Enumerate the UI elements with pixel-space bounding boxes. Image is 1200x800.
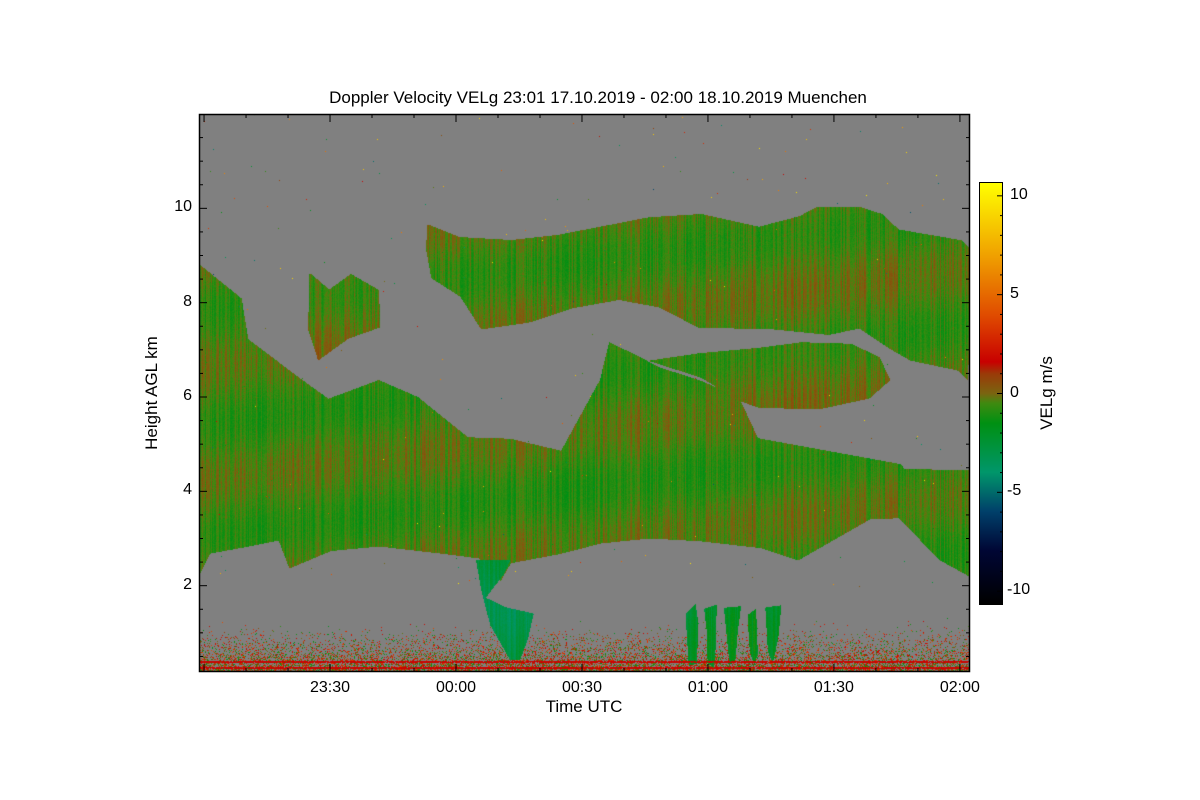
- colorbar-tick-label: 0: [1010, 383, 1019, 401]
- colorbar-tick-label: 10: [1010, 185, 1028, 203]
- x-tick-label: 01:30: [813, 679, 854, 696]
- y-tick-label: 2: [183, 575, 192, 593]
- colorbar-label: VELg m/s: [1037, 356, 1056, 430]
- plot-frame: [198, 113, 971, 673]
- x-tick-label: 00:30: [561, 679, 602, 696]
- y-tick-label: 10: [174, 198, 192, 216]
- colorbar-ticks: [997, 195, 1003, 592]
- plot-area: [198, 113, 971, 673]
- x-tick-label: 00:00: [435, 679, 477, 696]
- velocity-heatmap: [199, 114, 970, 672]
- x-axis-label: Time UTC: [545, 697, 623, 716]
- y-tick-label: 6: [183, 387, 192, 404]
- chart-title: Doppler Velocity VELg 23:01 17.10.2019 -…: [329, 88, 867, 107]
- x-tick-label: 23:30: [309, 679, 351, 696]
- colorbar-tick-label: -10: [1007, 581, 1031, 599]
- y-tick-label: 8: [183, 292, 192, 310]
- y-tick-label: 4: [183, 481, 192, 499]
- colorbar-tick-label: -5: [1007, 482, 1022, 500]
- colorbar-tick-label: 5: [1010, 284, 1019, 302]
- x-tick-label: 01:00: [687, 679, 728, 696]
- y-axis-label: Height AGL km: [142, 336, 161, 450]
- plot-axes: [198, 113, 971, 673]
- x-tick-label: 02:00: [939, 679, 980, 696]
